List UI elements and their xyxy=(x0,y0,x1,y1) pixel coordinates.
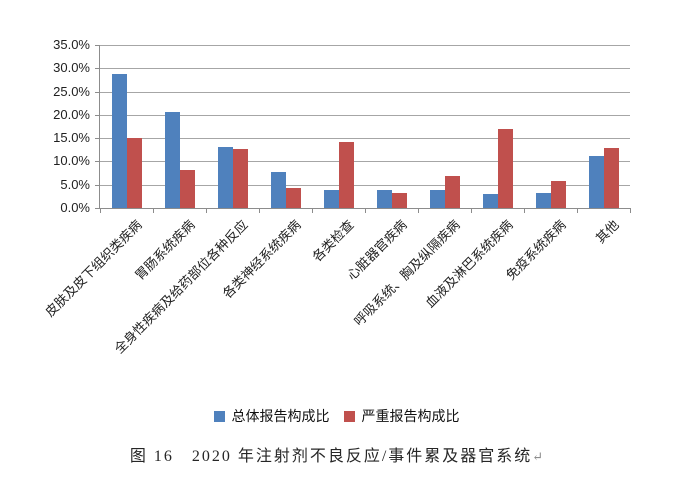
bar-total xyxy=(323,189,339,208)
ytick-label: 25.0% xyxy=(53,83,90,99)
bar-total xyxy=(217,147,233,208)
ytick-mark xyxy=(95,184,99,186)
ytick-label: 30.0% xyxy=(53,60,90,76)
xtick-mark xyxy=(418,208,419,213)
ytick-label: 15.0% xyxy=(53,130,90,146)
bar-total xyxy=(270,171,286,208)
bar-serious xyxy=(391,193,407,208)
ytick-mark xyxy=(95,138,99,140)
paragraph-return-mark: ↵ xyxy=(532,449,544,464)
bar-serious xyxy=(338,142,354,208)
xtick-mark xyxy=(100,208,101,213)
gridline xyxy=(100,138,630,140)
bar-serious xyxy=(285,188,301,208)
bar-total xyxy=(164,112,180,208)
legend-swatch xyxy=(343,410,355,422)
y-axis-line xyxy=(99,45,100,209)
x-axis-label: 其他 xyxy=(593,217,623,247)
xtick-mark xyxy=(206,208,207,213)
xtick-mark xyxy=(577,208,578,213)
xtick-mark xyxy=(259,208,260,213)
xtick-mark xyxy=(471,208,472,213)
xtick-mark xyxy=(630,208,631,213)
bar-total xyxy=(429,189,445,208)
legend-item: 总体报告构成比 xyxy=(213,406,330,426)
legend-item: 严重报告构成比 xyxy=(343,406,460,426)
ytick-mark xyxy=(95,91,99,93)
ytick-mark xyxy=(95,114,99,116)
x-axis-line xyxy=(99,208,630,209)
gridline xyxy=(100,45,630,46)
gridline xyxy=(100,184,630,186)
plot-area: 0.0% 5.0% 10.0% 15.0% 20.0% 25.0% 30.0% 35.0% 皮肤… xyxy=(43,38,631,356)
bar-serious xyxy=(550,180,566,208)
bar-total xyxy=(111,73,127,208)
figure-caption-text: 图 16 2020 年注射剂不良反应/事件累及器官系统 xyxy=(129,448,533,465)
xtick-mark xyxy=(524,208,525,213)
ytick-mark xyxy=(95,68,99,70)
bar-total xyxy=(588,155,604,208)
ytick-label: 35.0% xyxy=(53,37,90,52)
xtick-mark xyxy=(153,208,154,213)
x-axis-label: 皮肤及皮下组织类疾病 xyxy=(42,217,146,320)
ytick-label: 0.0% xyxy=(60,200,90,215)
bar-serious xyxy=(603,147,619,208)
xtick-mark xyxy=(312,208,313,213)
legend-swatch xyxy=(213,410,225,422)
gridline xyxy=(100,91,630,93)
figure-caption: 图 16 2020 年注射剂不良反应/事件累及器官系统↵ xyxy=(0,442,673,466)
bar-serious xyxy=(179,170,195,208)
ytick-mark xyxy=(95,208,99,209)
gridline xyxy=(100,114,630,116)
bar-serious xyxy=(232,148,248,208)
bar-serious xyxy=(444,175,460,208)
gridline xyxy=(100,161,630,163)
ytick-label: 5.0% xyxy=(60,176,90,192)
legend-label: 总体报告构成比 xyxy=(231,408,330,424)
ytick-mark xyxy=(95,161,99,163)
gridline xyxy=(100,68,630,70)
xtick-mark xyxy=(365,208,366,213)
x-axis-label: 各类检查 xyxy=(309,217,358,265)
ytick-label: 20.0% xyxy=(53,106,90,122)
ytick-label: 10.0% xyxy=(53,153,90,169)
bar-total xyxy=(482,194,498,208)
ytick-mark xyxy=(95,45,99,46)
legend-label: 严重报告构成比 xyxy=(361,408,460,424)
bar-total xyxy=(376,189,392,208)
chart-legend: 总体报告构成比 严重报告构成比 xyxy=(0,406,673,426)
bar-serious xyxy=(497,128,513,208)
bar-serious xyxy=(126,138,142,208)
bar-total xyxy=(535,193,551,208)
